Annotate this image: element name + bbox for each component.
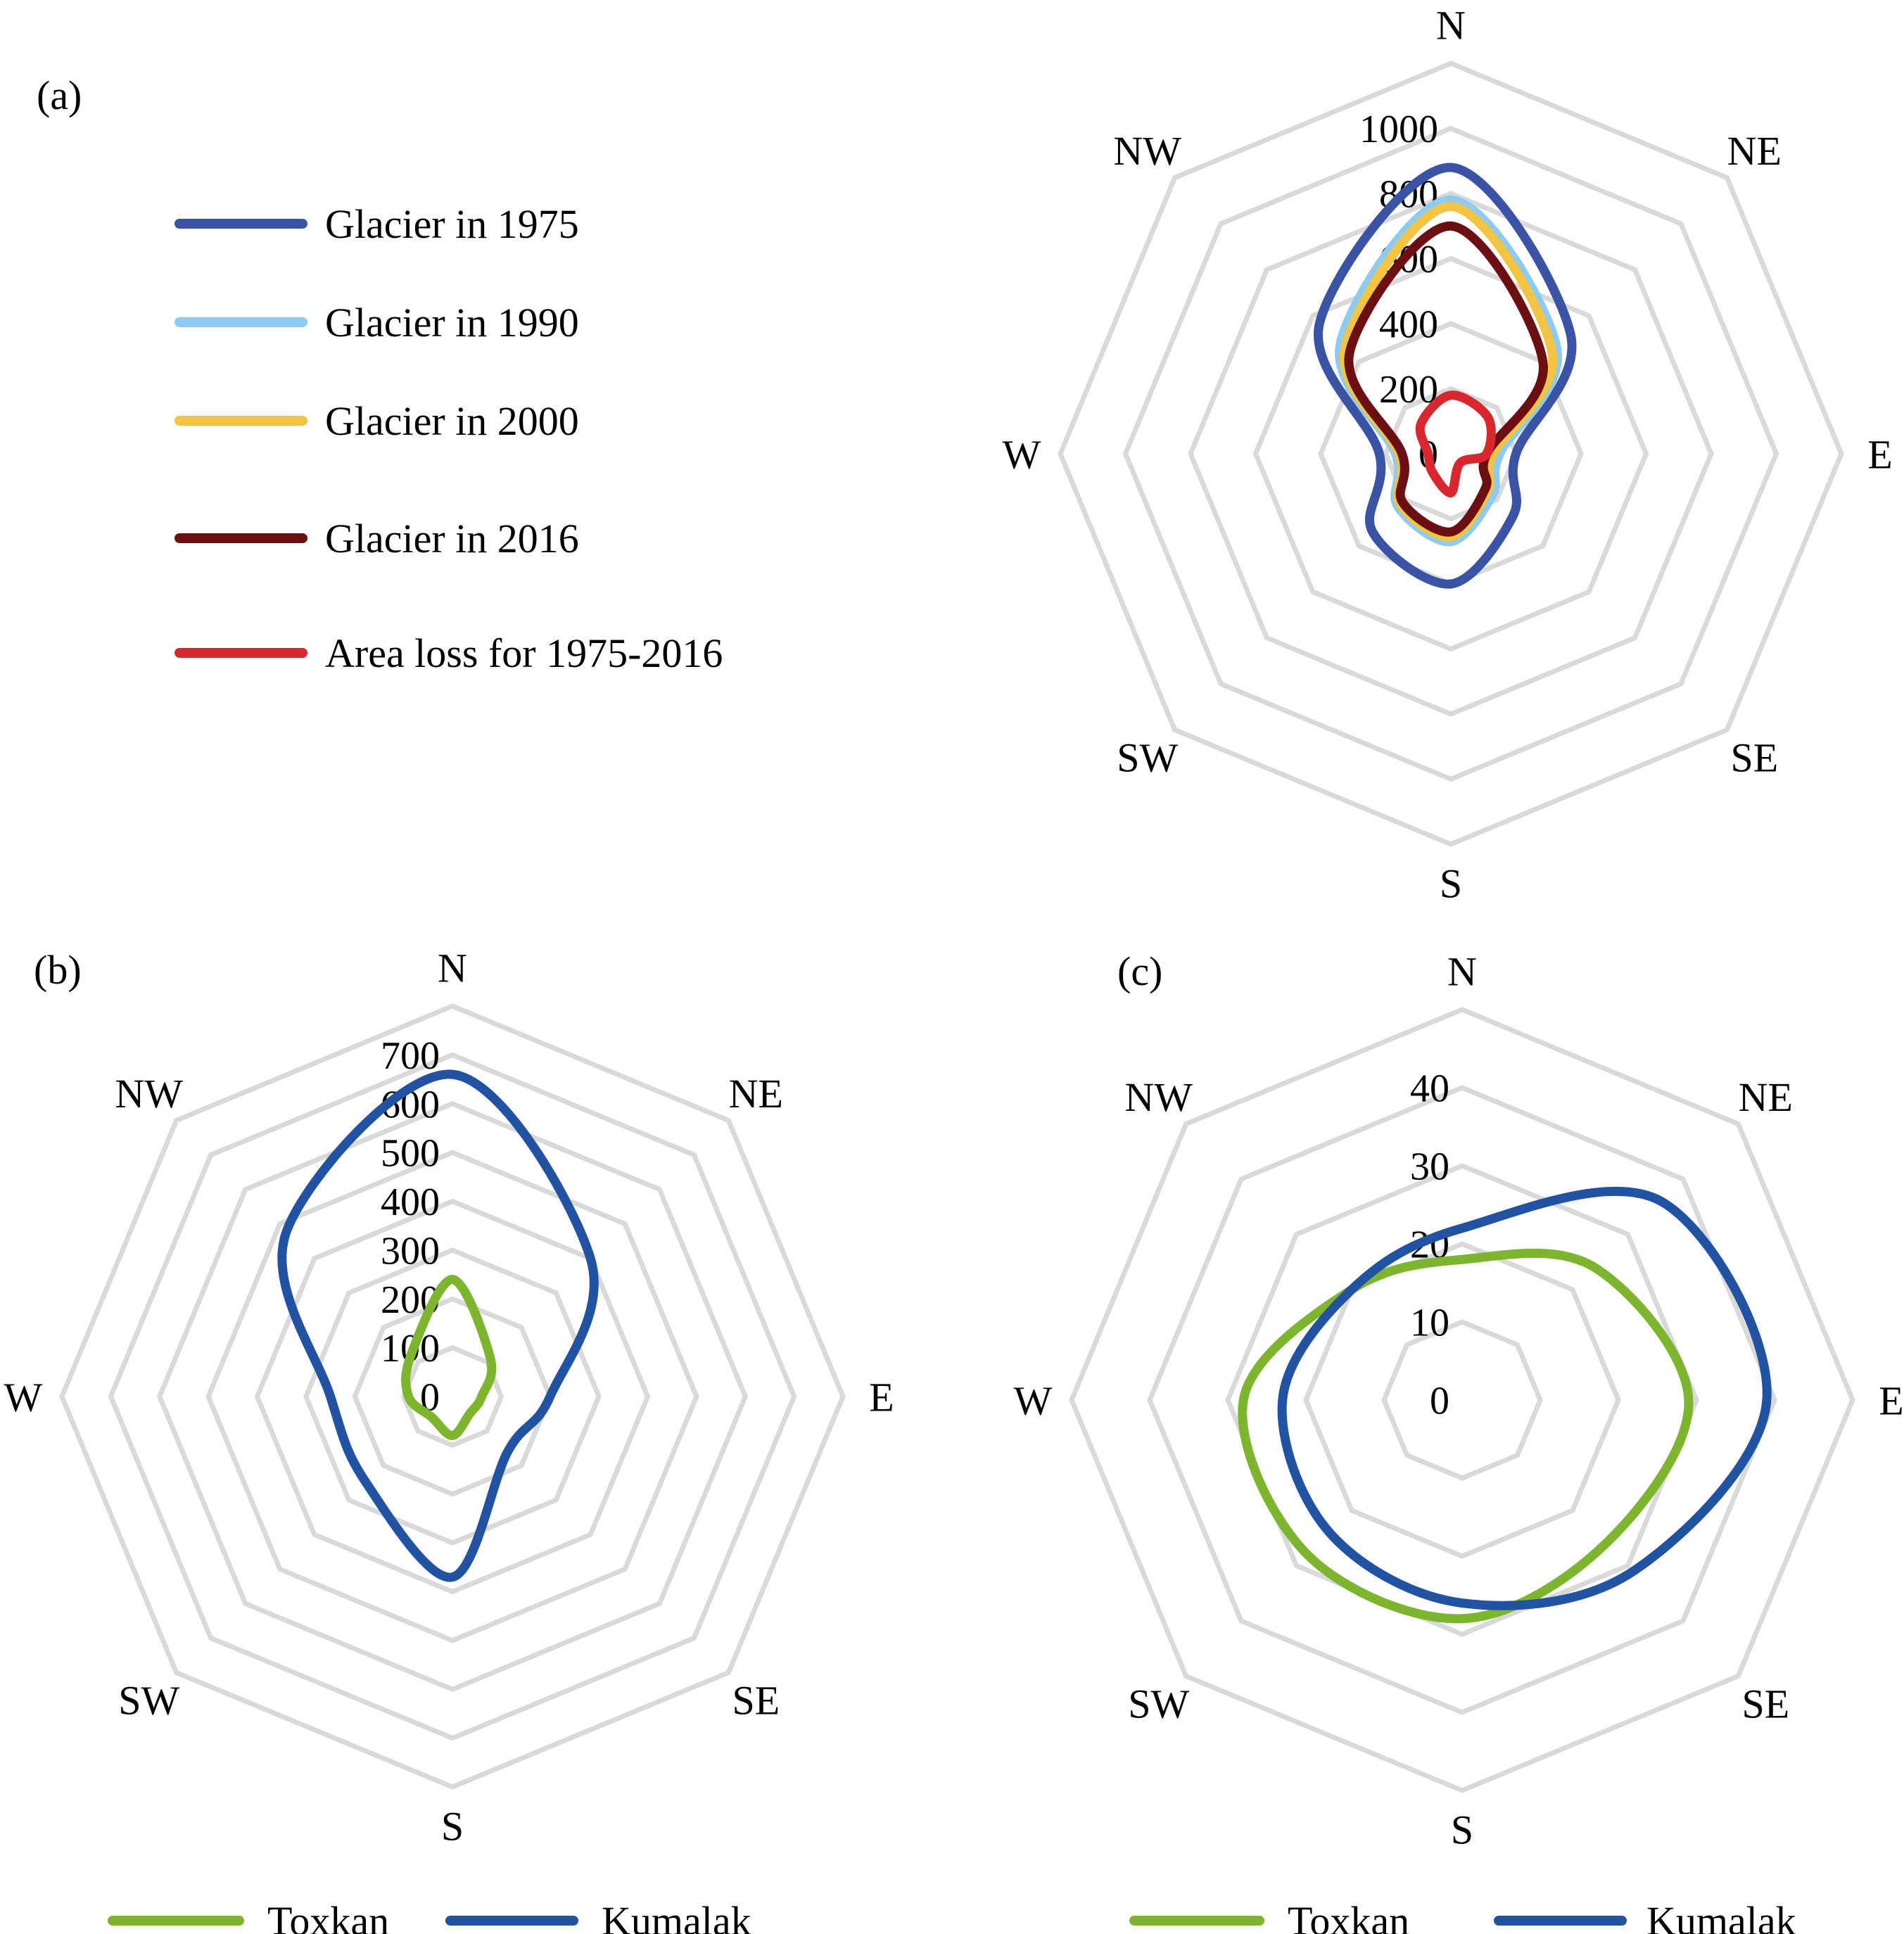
series-line-glacier-in-1990 <box>1335 195 1563 547</box>
tick-label: 700 <box>381 1034 440 1078</box>
direction-label-e: E <box>869 1374 894 1420</box>
tick-label: 400 <box>1379 303 1438 347</box>
grid-ring <box>1122 125 1779 782</box>
series-line-toxkan <box>1238 1248 1694 1624</box>
tick-label: 30 <box>1410 1145 1449 1189</box>
direction-label-s: S <box>1440 860 1462 906</box>
direction-label-ne: NE <box>1727 128 1782 174</box>
direction-label-se: SE <box>732 1678 780 1724</box>
legend-label: Glacier in 1990 <box>325 300 579 345</box>
tick-label: 300 <box>381 1230 440 1273</box>
direction-label-e: E <box>1879 1378 1903 1423</box>
grid-ring <box>1069 1007 1855 1793</box>
panel-b: NNEESESSWWNW0100200300400500600700(b)Tox… <box>4 945 894 1934</box>
direction-label-ne: NE <box>729 1071 783 1116</box>
direction-label-sw: SW <box>1117 735 1178 781</box>
direction-label-nw: NW <box>1124 1074 1193 1120</box>
legend: Toxkan Kumalak <box>108 1898 751 1934</box>
grid-ring <box>59 1003 846 1790</box>
grid-ring <box>303 1247 602 1546</box>
grid-ring <box>352 1296 553 1497</box>
legend-label: Kumalak <box>1646 1898 1796 1934</box>
legend-label: Glacier in 2016 <box>325 516 579 561</box>
direction-label-e: E <box>1867 431 1892 477</box>
grid-ring <box>1252 255 1649 652</box>
tick-label: 1000 <box>1359 108 1438 151</box>
tick-label: 400 <box>381 1181 440 1224</box>
legend-label: Glacier in 1975 <box>325 201 579 247</box>
panel-label: (a) <box>37 72 82 118</box>
grid-ring <box>1381 1319 1543 1481</box>
legend-label: Area loss for 1975-2016 <box>325 630 723 676</box>
radar-grid <box>1058 61 1844 847</box>
direction-label-ne: NE <box>1739 1074 1793 1120</box>
series-line-kumalak <box>277 1069 599 1582</box>
direction-label-w: W <box>1003 431 1041 477</box>
series-line-area-loss-for-1975-2016 <box>1415 390 1496 497</box>
grid-ring <box>1058 61 1844 847</box>
tick-label: 0 <box>1430 1380 1449 1423</box>
panel-label: (b) <box>34 947 82 993</box>
direction-label-w: W <box>1014 1378 1053 1423</box>
legend-label: Kumalak <box>602 1898 751 1934</box>
panel-label: (c) <box>1117 948 1162 994</box>
grid-ring <box>108 1052 797 1741</box>
series-line-toxkan <box>401 1275 497 1440</box>
direction-label-s: S <box>441 1803 464 1849</box>
legend: Glacier in 1975 Glacier in 1990 Glacier in… <box>174 201 723 676</box>
direction-label-n: N <box>1447 948 1477 994</box>
grid-ring <box>1188 191 1714 717</box>
series-line-kumalak <box>1277 1186 1772 1610</box>
direction-label-sw: SW <box>1128 1681 1189 1727</box>
legend-label: Glacier in 2000 <box>325 398 579 444</box>
radar-grid <box>59 1003 846 1790</box>
direction-label-w: W <box>4 1374 43 1420</box>
direction-label-n: N <box>1436 2 1466 48</box>
tick-label: 10 <box>1410 1302 1449 1345</box>
grid-ring <box>157 1101 749 1693</box>
series-line-glacier-in-2016 <box>1344 221 1548 537</box>
legend: Toxkan Kumalak <box>1129 1898 1796 1934</box>
series-group <box>1314 163 1577 589</box>
legend-label: Toxkan <box>267 1898 389 1934</box>
direction-label-sw: SW <box>118 1678 179 1724</box>
direction-label-nw: NW <box>115 1071 183 1116</box>
tick-label: 200 <box>1379 368 1438 412</box>
direction-label-se: SE <box>1741 1681 1789 1727</box>
direction-label-nw: NW <box>1113 128 1181 174</box>
legend-label: Toxkan <box>1288 1898 1409 1934</box>
grid-ring <box>1303 1241 1621 1559</box>
direction-label-se: SE <box>1730 735 1778 781</box>
panel-a: NNEESESSWWNW02004006008001000(a)Glacier … <box>37 2 1893 906</box>
series-group <box>277 1069 599 1582</box>
series-line-glacier-in-2000 <box>1339 201 1558 542</box>
series-group <box>1238 1186 1772 1624</box>
radar-grid <box>1069 1007 1855 1793</box>
grid-ring <box>1225 1163 1699 1637</box>
direction-label-s: S <box>1451 1807 1473 1852</box>
tick-label: 500 <box>381 1132 440 1176</box>
series-line-glacier-in-1975 <box>1314 163 1577 589</box>
direction-label-n: N <box>438 945 467 991</box>
grid-ring <box>205 1150 699 1643</box>
tick-label: 40 <box>1410 1067 1449 1111</box>
grid-ring <box>1383 386 1519 522</box>
